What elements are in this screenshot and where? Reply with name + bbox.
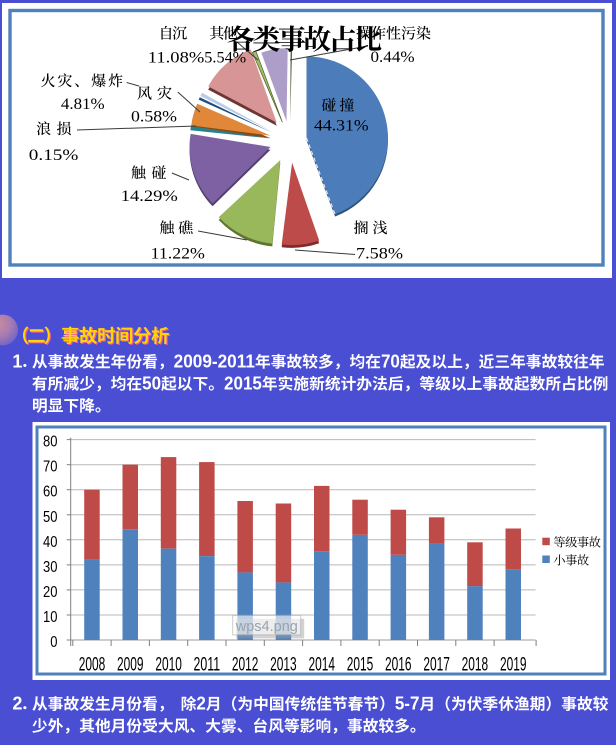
svg-text:80: 80 <box>43 433 57 450</box>
svg-text:50: 50 <box>142 372 161 393</box>
svg-text:70: 70 <box>43 459 57 476</box>
svg-text:0.58%: 0.58% <box>131 109 177 126</box>
svg-text:40: 40 <box>43 534 57 551</box>
svg-text:30: 30 <box>43 559 57 576</box>
svg-text:11.22%: 11.22% <box>151 246 205 263</box>
svg-text:2019: 2019 <box>500 653 527 675</box>
svg-text:2013: 2013 <box>270 653 297 675</box>
svg-text:7.58%: 7.58% <box>356 246 403 263</box>
svg-text:20: 20 <box>43 584 57 601</box>
svg-text:14.29%: 14.29% <box>121 188 178 205</box>
svg-text:2016: 2016 <box>385 653 412 675</box>
svg-text:1: 1 <box>12 351 22 371</box>
svg-text:2: 2 <box>12 694 22 714</box>
svg-text:44.31%: 44.31% <box>314 118 369 135</box>
svg-text:2010: 2010 <box>155 653 182 675</box>
svg-text:2017: 2017 <box>423 653 450 675</box>
svg-text:2018: 2018 <box>462 653 489 675</box>
svg-text:2014: 2014 <box>309 653 336 675</box>
svg-text:2: 2 <box>196 693 205 714</box>
svg-text:70: 70 <box>381 350 400 371</box>
svg-text:2008: 2008 <box>79 653 106 675</box>
svg-text:2015: 2015 <box>224 372 262 393</box>
svg-text:2011: 2011 <box>194 653 221 675</box>
svg-text:2015: 2015 <box>347 653 374 675</box>
svg-text:10: 10 <box>43 609 57 626</box>
svg-text:60: 60 <box>43 484 57 501</box>
svg-text:0.44%: 0.44% <box>371 49 415 66</box>
svg-text:4.81%: 4.81% <box>61 96 105 113</box>
svg-text:wps4.png: wps4.png <box>235 619 298 635</box>
svg-text:11.08%: 11.08% <box>148 50 205 67</box>
svg-text:0: 0 <box>50 634 57 651</box>
svg-text:5.54%: 5.54% <box>204 50 246 67</box>
svg-text:2012: 2012 <box>232 653 259 675</box>
svg-text:50: 50 <box>43 509 57 526</box>
svg-text:5-7: 5-7 <box>395 693 420 714</box>
svg-text:2009: 2009 <box>117 653 144 675</box>
svg-text:0.15%: 0.15% <box>29 147 79 164</box>
svg-text:2009-2011: 2009-2011 <box>174 350 255 371</box>
